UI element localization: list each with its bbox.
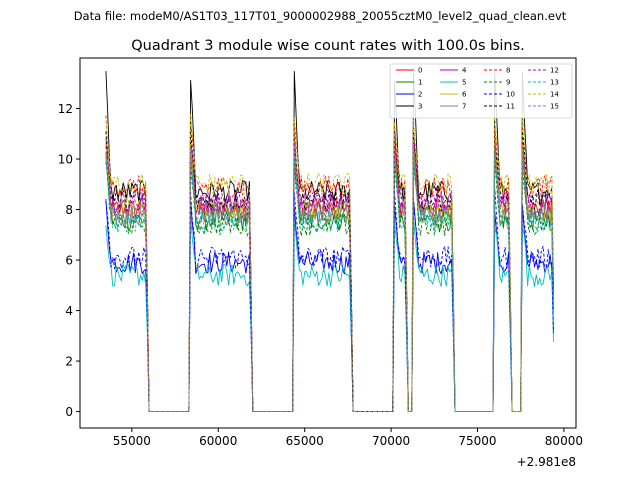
legend-label-8: 8 xyxy=(506,67,510,75)
legend-label-14: 14 xyxy=(550,91,559,99)
series-line-2 xyxy=(105,198,554,413)
legend-label-15: 15 xyxy=(550,103,559,111)
x-tick-label: 60000 xyxy=(199,434,237,448)
series-line-11 xyxy=(105,129,554,413)
series-line-4 xyxy=(105,136,554,413)
legend-label-3: 3 xyxy=(418,103,422,111)
series-layer xyxy=(105,70,554,413)
chart-title: Quadrant 3 module wise count rates with … xyxy=(131,38,525,54)
legend-label-5: 5 xyxy=(462,79,466,87)
series-line-12 xyxy=(105,132,554,413)
y-tick-label: 6 xyxy=(65,254,73,268)
legend-label-9: 9 xyxy=(506,79,510,87)
legend-label-7: 7 xyxy=(462,103,466,111)
y-tick-label: 0 xyxy=(65,405,73,419)
legend-label-0: 0 xyxy=(418,67,422,75)
axes-frame xyxy=(79,57,577,429)
y-tick-label: 4 xyxy=(65,304,73,318)
x-tick-label: 65000 xyxy=(286,434,324,448)
legend-label-10: 10 xyxy=(506,91,515,99)
series-line-5 xyxy=(105,214,554,413)
series-line-15 xyxy=(105,144,554,413)
legend-label-6: 6 xyxy=(462,91,467,99)
series-line-3 xyxy=(105,70,554,413)
y-axis: 0 2 4 6 8 10 12 xyxy=(58,102,80,419)
x-tick-label: 70000 xyxy=(372,434,410,448)
legend-label-2: 2 xyxy=(418,91,422,99)
figure-suptitle: Data file: modeM0/AS1T03_117T01_90000029… xyxy=(74,9,567,23)
legend-label-13: 13 xyxy=(550,79,559,87)
x-tick-label: 75000 xyxy=(458,434,496,448)
legend-label-1: 1 xyxy=(418,79,422,87)
x-tick-label: 80000 xyxy=(545,434,583,448)
y-tick-label: 2 xyxy=(65,355,73,369)
y-tick-label: 12 xyxy=(58,102,73,116)
y-tick-label: 8 xyxy=(65,203,73,217)
plot-area xyxy=(79,57,577,429)
x-axis-offset-label: +2.981e8 xyxy=(517,455,576,469)
legend-label-4: 4 xyxy=(462,67,467,75)
series-line-0 xyxy=(105,133,554,413)
legend-label-11: 11 xyxy=(506,103,515,111)
y-tick-label: 10 xyxy=(58,153,73,167)
legend-box xyxy=(389,63,573,119)
legend-label-12: 12 xyxy=(550,67,559,75)
x-axis: 55000 60000 65000 70000 75000 80000 xyxy=(113,428,583,448)
x-tick-label: 55000 xyxy=(113,434,151,448)
